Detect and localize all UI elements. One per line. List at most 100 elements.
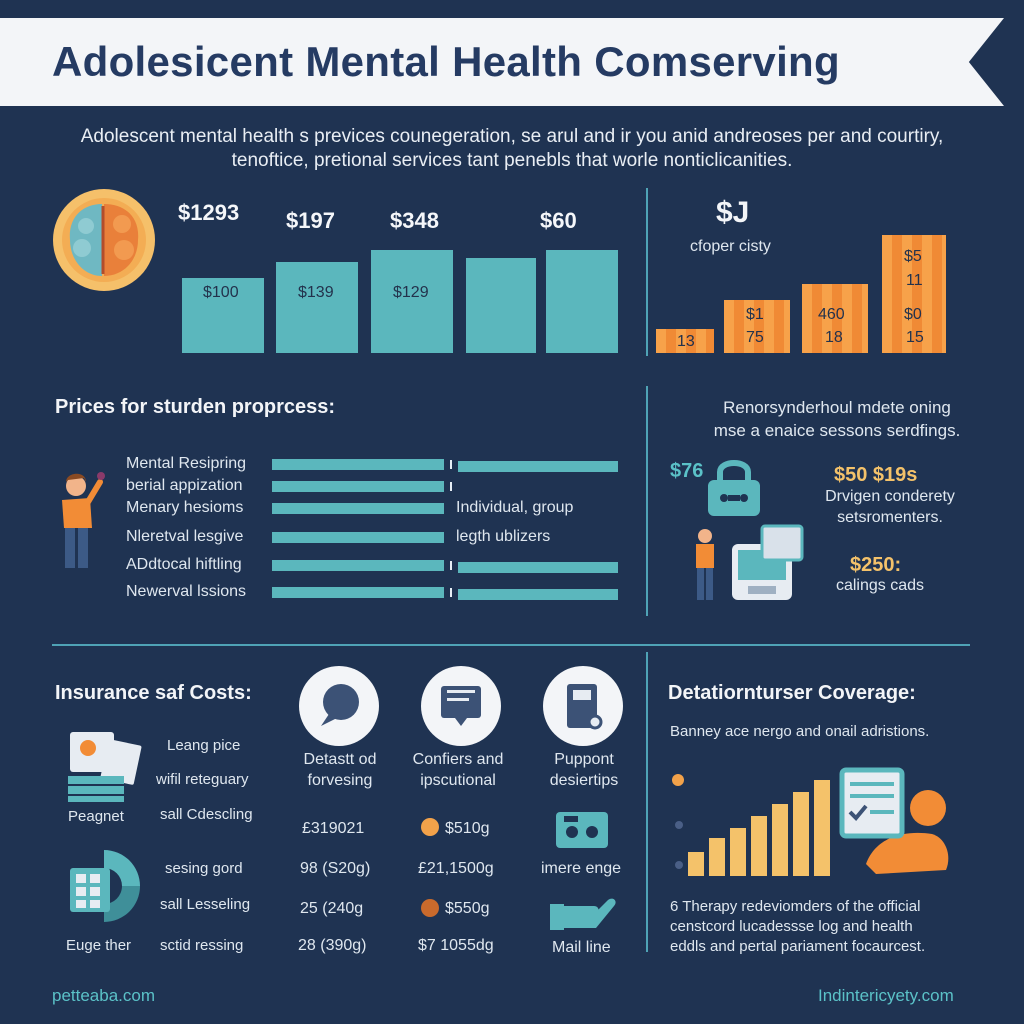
page-title: Adolesicent Mental Health Comserving	[52, 38, 840, 85]
hbar-6a	[272, 587, 444, 598]
services-price-2: $50 $19s	[834, 464, 918, 486]
col2-value-2: £21,1500g	[418, 860, 494, 877]
price-row-label-4: Nleretval lesgive	[126, 528, 244, 545]
price-row-label-6: Newerval lssions	[126, 583, 247, 600]
orange-dot-1	[421, 818, 439, 836]
documents-icon	[64, 728, 144, 804]
grid-wheel-icon	[64, 846, 144, 926]
bar-1	[182, 278, 264, 353]
insurance-mid-label-2: wifil reteguary	[156, 771, 249, 788]
price-label-2: $197	[286, 208, 335, 233]
person-waving-icon	[56, 462, 106, 572]
orange-bar-4-top2: $0	[904, 306, 922, 323]
bar-label-2: $139	[298, 284, 334, 301]
coverage-note-3: eddls and pertal pariament focaurcest.	[670, 938, 926, 955]
insurance-mid-label-4: sesing gord	[165, 860, 243, 877]
insurance-mid-label-3: sall Cdescling	[160, 806, 253, 823]
coverage-bar	[709, 838, 725, 876]
col2-value-4: $7 1055dg	[418, 937, 494, 954]
right-big-label: $J	[716, 196, 750, 229]
col1-title-l2: forvesing	[307, 772, 373, 789]
hbar-1b	[458, 461, 618, 472]
coverage-bar	[751, 816, 767, 876]
tick-2	[450, 482, 452, 491]
orange-dot-2	[421, 899, 439, 917]
coverage-heading: Detatiornturser Coverage:	[668, 682, 916, 704]
price-label-3: $348	[390, 208, 439, 233]
bar-label-1: $100	[203, 284, 239, 301]
footer-left-link[interactable]: petteaba.com	[52, 986, 156, 1005]
orange-bar-3	[802, 284, 868, 353]
services-line-1: Renorsynderhoul mdete oning	[723, 398, 951, 417]
col3-title-l2: desiertips	[549, 772, 619, 789]
coverage-note-2: censtcord lucadessse log and health	[670, 918, 913, 935]
document-scanner-icon	[543, 666, 623, 746]
services-desc-2: calings cads	[835, 577, 925, 594]
divider-horizontal	[52, 644, 970, 646]
coverage-bar	[814, 780, 830, 876]
tick-1	[450, 460, 452, 469]
brain-icon	[52, 188, 156, 292]
tick-5	[450, 561, 452, 570]
price-row-note-3: Individual, group	[456, 499, 574, 516]
orange-bar-3-top: 460	[818, 306, 845, 323]
dot-blue-2	[675, 861, 683, 869]
insurance-heading: Insurance saf Costs:	[55, 682, 252, 704]
col1-title-l1: Detastt od	[303, 751, 377, 768]
bar-4	[466, 258, 536, 353]
bar-2	[276, 262, 358, 353]
col1-value-3: 25 (240g	[300, 900, 364, 917]
right-chart-caption: cfoper cisty	[690, 238, 771, 255]
coverage-bar	[793, 792, 809, 876]
insurance-left-label-1: Peagnet	[68, 808, 124, 825]
coverage-bar-chart	[688, 780, 838, 876]
services-line-2: mse a enaice sessons serdfings.	[713, 421, 961, 440]
col3-label-2: Mail line	[552, 939, 611, 956]
price-row-label-3: Menary hesioms	[126, 499, 244, 516]
orange-bar-2-top: $1	[746, 306, 764, 323]
price-row-label-1: Mental Resipring	[126, 455, 247, 472]
insurance-mid-label-1: Leang pice	[167, 737, 241, 754]
hbar-5a	[272, 560, 444, 571]
person-terminal-icon	[688, 524, 808, 604]
col2-value-3: $550g	[445, 900, 490, 917]
divider-vertical-bottom	[646, 652, 648, 952]
hbar-4	[272, 532, 444, 543]
orange-bar-4-top: $5	[904, 248, 922, 265]
orange-bar-1-bottom: 13	[677, 333, 695, 350]
hbar-6b	[458, 589, 618, 600]
orange-bar-4-bottom: 15	[906, 329, 924, 346]
prices-heading: Prices for sturden proprcess:	[55, 396, 336, 418]
footer-right-link[interactable]: Indintericyety.com	[818, 986, 954, 1005]
divider-vertical-top	[646, 188, 648, 356]
message-icon	[421, 666, 501, 746]
bar-5	[546, 250, 618, 353]
col3-title-l1: Puppont	[554, 751, 614, 768]
col2-title-l2: ipscutional	[420, 772, 496, 789]
intro-line-1: Adolescent mental health s previces coun…	[80, 126, 944, 147]
title-banner	[0, 18, 1004, 106]
hbar-1a	[272, 459, 444, 470]
price-row-note-4: legth ublizers	[456, 528, 551, 545]
insurance-mid-label-6: sctid ressing	[160, 937, 244, 954]
coverage-bar	[730, 828, 746, 876]
orange-bar-2-bottom: 75	[746, 329, 764, 346]
coverage-subtitle: Banney ace nergo and onail adristions.	[670, 723, 930, 740]
tick-6	[450, 588, 452, 597]
lock-icon	[704, 456, 764, 518]
col1-value-1: £319021	[302, 820, 365, 837]
col2-title-l1: Confiers and	[412, 751, 504, 768]
intro-line-2: tenoftice, pretional services tant peneb…	[231, 150, 793, 171]
bar-3	[371, 250, 453, 353]
insurance-left-label-2: Euge ther	[66, 937, 132, 954]
dot-orange	[672, 774, 684, 786]
hand-icon	[548, 894, 620, 934]
hbar-5b	[458, 562, 618, 573]
dot-blue-1	[675, 821, 683, 829]
services-desc-1a: Drvigen conderety	[825, 488, 955, 505]
orange-bar-3-bottom: 18	[825, 329, 843, 346]
price-row-label-2: berial appization	[126, 477, 243, 494]
cassette-icon	[554, 810, 610, 850]
price-row-label-5: ADdtocal hiftling	[126, 556, 242, 573]
services-price-1: $76	[670, 460, 704, 482]
